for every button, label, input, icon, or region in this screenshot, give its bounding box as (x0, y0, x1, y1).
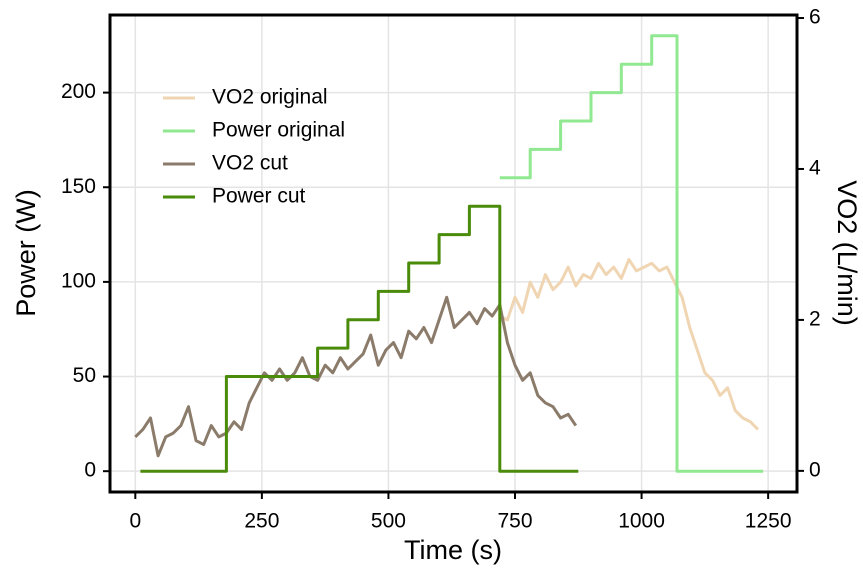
plot-frame (108, 13, 799, 494)
y2-tick-label: 6 (809, 6, 821, 29)
legend-label: VO2 original (212, 86, 328, 109)
y2-tick-label: 4 (809, 157, 821, 180)
series-line (499, 34, 764, 473)
series-line (499, 258, 760, 431)
y2-axis-label: VO2 (L/min) (832, 180, 862, 326)
y-tick-label: 150 (61, 175, 96, 198)
legend-label: Power original (212, 119, 345, 142)
legend-label: VO2 cut (212, 152, 288, 175)
y2-tick-label: 2 (809, 307, 821, 330)
x-axis-label: Time (s) (404, 535, 502, 565)
x-tick-label: 1250 (745, 510, 792, 533)
x-tick-label: 1000 (618, 510, 665, 533)
y2-tick-label: 0 (809, 458, 821, 481)
series-line (134, 295, 578, 458)
y-tick-label: 0 (84, 459, 96, 482)
series-line (140, 204, 579, 473)
x-tick-label: 500 (371, 510, 406, 533)
x-tick-label: 0 (129, 510, 141, 533)
y-tick-label: 200 (61, 80, 96, 103)
y-axis-label: Power (W) (11, 189, 41, 317)
x-tick-label: 750 (497, 510, 532, 533)
x-tick-label: 250 (244, 510, 279, 533)
legend-label: Power cut (212, 185, 306, 208)
y-tick-label: 100 (61, 269, 96, 292)
y-tick-label: 50 (73, 364, 96, 387)
